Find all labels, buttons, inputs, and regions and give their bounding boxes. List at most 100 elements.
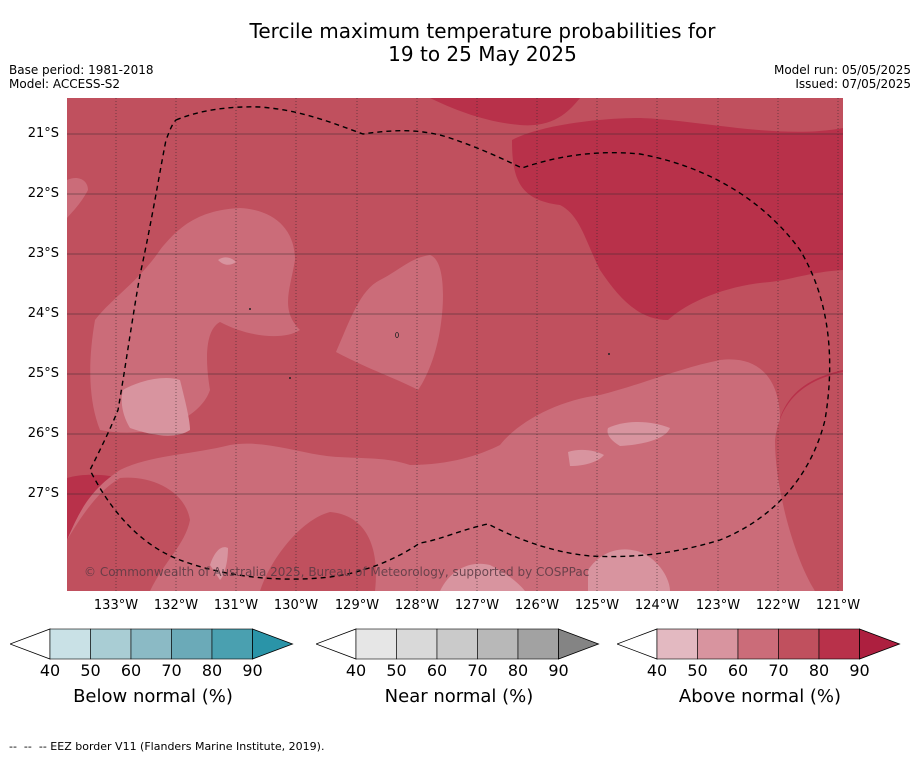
colorbar-segment bbox=[396, 628, 438, 660]
region-above-80-90-se-overlay bbox=[775, 372, 843, 591]
colorbar-tick-label: 60 bbox=[426, 661, 448, 680]
region-above-60-70-south bbox=[67, 359, 815, 591]
longitude-label: 121°W bbox=[815, 598, 861, 613]
longitude-label: 123°W bbox=[695, 598, 741, 613]
colorbar-tick-label: 50 bbox=[80, 661, 101, 680]
colorbar-tick-label: 40 bbox=[646, 661, 668, 680]
chart-title: Tercile maximum temperature probabilitie… bbox=[0, 20, 919, 66]
map-field bbox=[67, 98, 843, 591]
longitude-label: 131°W bbox=[213, 598, 259, 613]
colorbar-max-arrow bbox=[252, 628, 294, 660]
colorbar-min-arrow bbox=[615, 628, 658, 660]
colorbar-segment bbox=[517, 628, 559, 660]
colorbar-swatches bbox=[8, 628, 294, 660]
title-line-1: Tercile maximum temperature probabilitie… bbox=[249, 19, 716, 43]
copyright-text: © Commonwealth of Australia 2025, Bureau… bbox=[84, 565, 590, 579]
colorbar-segment bbox=[737, 628, 779, 660]
longitude-label: 130°W bbox=[273, 598, 319, 613]
colorbar-3: 40 50 60 70 80 90 Above normal (%) bbox=[615, 628, 903, 718]
colorbar-2: 40 50 60 70 80 90 Near normal (%) bbox=[314, 628, 602, 718]
grid-lines bbox=[67, 98, 843, 591]
longitude-label: 129°W bbox=[334, 598, 380, 613]
colorbar-segment bbox=[477, 628, 519, 660]
region-above-60-70-left-edge bbox=[67, 178, 88, 218]
colorbar-label: Above normal (%) bbox=[678, 686, 842, 707]
colorbar-tick-label: 80 bbox=[507, 661, 529, 680]
colorbar-tick-label: 70 bbox=[161, 661, 182, 680]
colorbar-max-arrow bbox=[558, 628, 600, 660]
meta-left: Base period: 1981-2018 Model: ACCESS-S2 bbox=[9, 63, 154, 91]
longitude-label: 126°W bbox=[514, 598, 560, 613]
colorbar-segment bbox=[436, 628, 478, 660]
colorbar-segment bbox=[778, 628, 820, 660]
colorbar-label: Below normal (%) bbox=[73, 686, 233, 707]
eez-footnote: -- -- -- EEZ border V11 (Flanders Marine… bbox=[9, 740, 325, 753]
colorbar-swatches bbox=[615, 628, 901, 660]
latitude-label: 23°S bbox=[27, 246, 59, 261]
colorbar-segment bbox=[697, 628, 739, 660]
longitude-label: 132°W bbox=[153, 598, 199, 613]
longitude-label: 124°W bbox=[634, 598, 680, 613]
colorbar-tick-label: 70 bbox=[768, 661, 789, 680]
model-name: Model: ACCESS-S2 bbox=[9, 77, 121, 91]
latitude-label: 21°S bbox=[27, 126, 59, 141]
region-above-50-60-south bbox=[588, 549, 670, 591]
longitude-label: 127°W bbox=[454, 598, 500, 613]
colorbar-1: 40 50 60 70 80 90 Below normal (%) bbox=[8, 628, 296, 718]
colorbar-segment bbox=[656, 628, 698, 660]
colorbar-segment bbox=[171, 628, 213, 660]
region-above-60-70-center bbox=[336, 255, 443, 390]
colorbar-swatches bbox=[314, 628, 600, 660]
latitude-label: 27°S bbox=[27, 486, 59, 501]
longitude-label: 133°W bbox=[93, 598, 139, 613]
colorbar-tick-label: 50 bbox=[687, 661, 708, 680]
model-run: Model run: 05/05/2025 bbox=[773, 63, 911, 77]
region-above-80-90-sw-overlay bbox=[67, 477, 190, 591]
region-above-80-90-east bbox=[512, 118, 843, 320]
colorbar-tick-label: 90 bbox=[548, 661, 569, 680]
colorbar-max-arrow bbox=[859, 628, 901, 660]
base-period: Base period: 1981-2018 bbox=[9, 63, 154, 77]
colorbar-tick-label: 90 bbox=[849, 661, 870, 680]
colorbar-segment bbox=[211, 628, 253, 660]
region-above-50-60-small bbox=[568, 449, 604, 466]
colorbar-tick-label: 40 bbox=[345, 661, 367, 680]
region-above-80-90-south-overlay bbox=[260, 512, 376, 591]
island-marker bbox=[608, 353, 610, 355]
colorbar-min-arrow bbox=[8, 628, 51, 660]
meta-right: Model run: 05/05/2025 Issued: 07/05/2025 bbox=[774, 63, 911, 91]
longitude-label: 128°W bbox=[394, 598, 440, 613]
region-above-50-60-west bbox=[121, 378, 190, 436]
colorbar-tick-label: 60 bbox=[727, 661, 749, 680]
region-above-50-60-small-west bbox=[218, 257, 236, 265]
colorbar-label: Near normal (%) bbox=[384, 686, 534, 707]
title-line-2: 19 to 25 May 2025 bbox=[388, 42, 577, 66]
colorbar-segment bbox=[818, 628, 860, 660]
longitude-label: 125°W bbox=[574, 598, 620, 613]
colorbar-segment bbox=[90, 628, 132, 660]
island-marker bbox=[395, 332, 399, 338]
longitude-label: 122°W bbox=[755, 598, 801, 613]
eez-border bbox=[89, 106, 831, 580]
colorbar-segment bbox=[49, 628, 91, 660]
latitude-label: 22°S bbox=[27, 186, 59, 201]
colorbar-tick-label: 40 bbox=[39, 661, 61, 680]
colorbar-tick-label: 80 bbox=[808, 661, 830, 680]
island-marker bbox=[289, 377, 291, 379]
region-above-80-90-north bbox=[430, 98, 580, 126]
colorbar-tick-label: 70 bbox=[467, 661, 488, 680]
colorbar-segment bbox=[355, 628, 397, 660]
colorbar-segment bbox=[130, 628, 172, 660]
colorbar-tick-label: 80 bbox=[201, 661, 223, 680]
colorbar-tick-label: 50 bbox=[386, 661, 407, 680]
latitude-label: 25°S bbox=[27, 366, 59, 381]
region-above-50-60-southcenter bbox=[440, 563, 525, 591]
colorbar-tick-label: 90 bbox=[242, 661, 263, 680]
latitude-label: 26°S bbox=[27, 426, 59, 441]
region-above-60-70-west bbox=[90, 208, 300, 433]
region-above-80-90-left-edge bbox=[67, 98, 80, 150]
colorbar-min-arrow bbox=[314, 628, 357, 660]
latitude-label: 24°S bbox=[27, 306, 59, 321]
issued-date: Issued: 07/05/2025 bbox=[795, 77, 911, 91]
